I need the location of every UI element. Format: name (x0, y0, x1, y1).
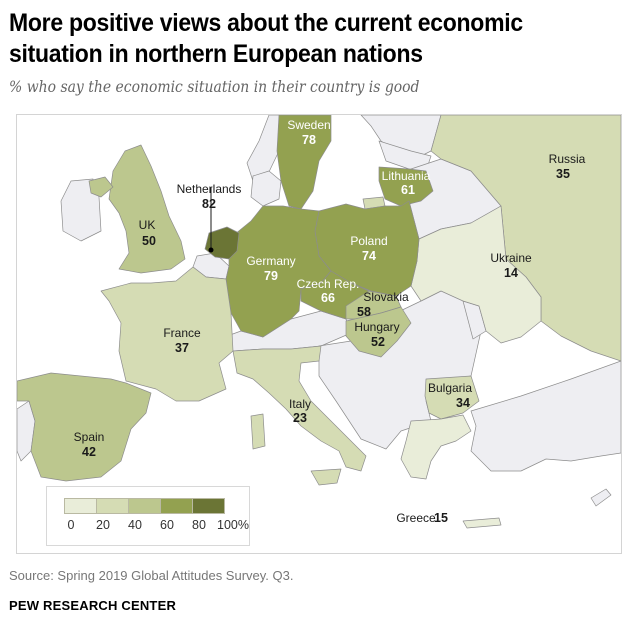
label-netherlands: Netherlands (177, 182, 242, 196)
value-germany: 79 (264, 269, 278, 283)
region-italy (232, 345, 367, 472)
region-uk (108, 144, 186, 274)
legend-tick: 40 (128, 518, 142, 532)
legend-swatch-20-40 (97, 499, 129, 513)
value-greece: 15 (434, 511, 448, 525)
value-lithuania: 61 (401, 183, 415, 197)
region-denmark (250, 170, 282, 207)
value-poland: 74 (362, 249, 376, 263)
map-frame: Sweden 78 Russia 35 Lithuania 61 Netherl… (16, 114, 622, 554)
legend-tick: 0 (67, 518, 75, 532)
label-sweden: Sweden (287, 118, 330, 132)
value-netherlands: 82 (202, 197, 216, 211)
legend-swatch-0-20 (65, 499, 97, 513)
label-greece: Greece (396, 511, 436, 525)
value-spain: 42 (82, 445, 96, 459)
region-netherlands (204, 226, 240, 260)
europe-map: Sweden 78 Russia 35 Lithuania 61 Netherl… (17, 115, 621, 529)
label-slovakia: Slovakia (363, 290, 409, 304)
value-uk: 50 (142, 234, 156, 248)
value-bulgaria: 34 (456, 396, 470, 410)
label-france: France (163, 326, 201, 340)
source-note: Source: Spring 2019 Global Attitudes Sur… (9, 568, 294, 583)
value-czech: 66 (321, 291, 335, 305)
region-sardinia (250, 413, 266, 450)
value-italy: 23 (293, 411, 307, 425)
legend-color-bar (64, 498, 225, 514)
value-slovakia: 58 (357, 305, 371, 319)
label-czech: Czech Rep. (297, 277, 360, 291)
value-sweden: 78 (302, 133, 316, 147)
region-greece (400, 414, 472, 480)
region-turkey (470, 360, 621, 472)
label-italy: Italy (289, 397, 311, 411)
legend-swatch-40-60 (129, 499, 161, 513)
region-cyprus (590, 488, 612, 507)
brand-logo-text: PEW RESEARCH CENTER (9, 598, 177, 613)
legend-tick: 100% (217, 518, 249, 532)
label-hungary: Hungary (354, 320, 399, 334)
legend-swatch-60-80 (161, 499, 193, 513)
region-sicily (310, 468, 342, 486)
label-spain: Spain (74, 430, 105, 444)
region-spain (17, 372, 152, 482)
label-germany: Germany (246, 254, 295, 268)
value-russia: 35 (556, 167, 570, 181)
region-france (100, 266, 234, 402)
label-lithuania: Lithuania (382, 169, 431, 183)
label-russia: Russia (549, 152, 586, 166)
label-uk: UK (139, 218, 156, 232)
label-poland: Poland (350, 234, 387, 248)
value-ukraine: 14 (504, 266, 518, 280)
region-ukraine (410, 205, 542, 344)
region-sweden (276, 115, 332, 210)
netherlands-leader-dot (208, 247, 214, 253)
region-bulgaria (424, 375, 480, 420)
region-northern-ireland (88, 176, 114, 198)
region-hungary (345, 306, 412, 358)
legend-tick: 20 (96, 518, 110, 532)
legend-ticks: 0 20 40 60 80 100% (57, 518, 249, 534)
region-crete (462, 517, 502, 529)
region-lithuania (378, 166, 434, 207)
label-bulgaria: Bulgaria (428, 381, 472, 395)
legend-tick: 60 (160, 518, 174, 532)
color-legend: 0 20 40 60 80 100% (46, 486, 250, 546)
legend-swatch-80-100 (193, 499, 224, 513)
label-ukraine: Ukraine (490, 251, 532, 265)
legend-tick: 80 (192, 518, 206, 532)
value-france: 37 (175, 341, 189, 355)
chart-subtitle: % who say the economic situation in thei… (9, 78, 420, 96)
value-hungary: 52 (371, 335, 385, 349)
chart-title: More positive views about the current ec… (9, 9, 523, 68)
